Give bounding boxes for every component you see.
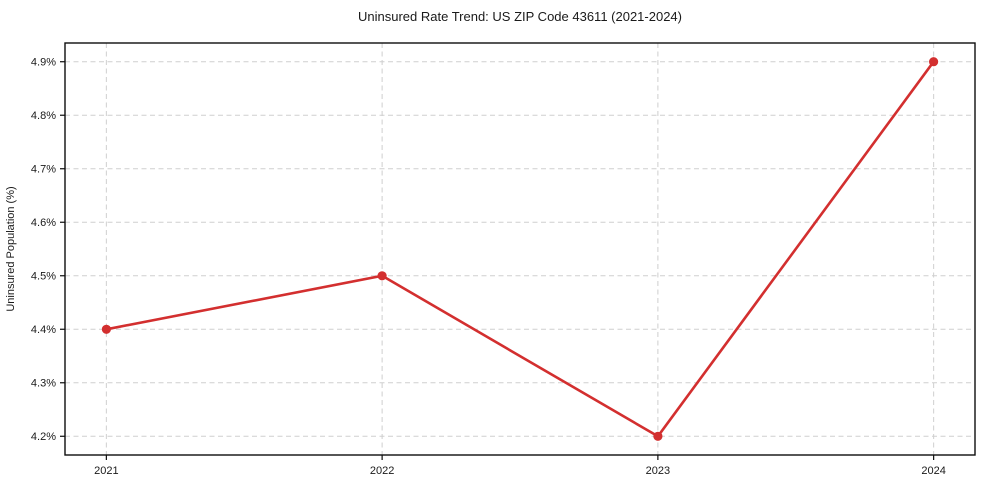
x-tick-label: 2022 — [370, 465, 394, 477]
trend-line — [105, 60, 935, 438]
data-point-marker — [653, 431, 663, 441]
y-tick-label: 4.8% — [31, 110, 56, 122]
y-tick-label: 4.5% — [31, 271, 56, 283]
data-point-marker — [377, 271, 387, 281]
data-point-marker — [929, 57, 939, 67]
data-point-marker — [101, 324, 111, 334]
y-tick-label: 4.2% — [31, 431, 56, 443]
y-tick-label: 4.4% — [31, 324, 56, 336]
x-tick-label: 2021 — [94, 465, 118, 477]
plot-frame — [64, 42, 976, 456]
x-tick-label: 2023 — [646, 465, 670, 477]
y-tick-label: 4.9% — [31, 57, 56, 69]
y-tick-label: 4.7% — [31, 164, 56, 176]
chart-title: Uninsured Rate Trend: US ZIP Code 43611 … — [358, 9, 682, 24]
y-tick-label: 4.3% — [31, 378, 56, 390]
x-tick-label: 2024 — [921, 465, 945, 477]
y-tick-label: 4.6% — [31, 217, 56, 229]
